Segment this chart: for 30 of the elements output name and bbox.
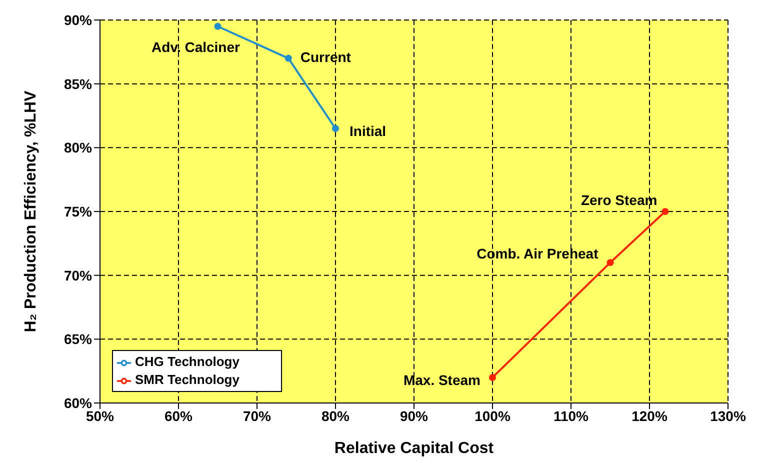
y-tick-label: 80% [64, 140, 93, 156]
y-axis-title: H₂ Production Efficiency, %LHV [22, 90, 40, 332]
x-tick-label: 120% [632, 408, 668, 424]
annotation: Initial [350, 123, 386, 140]
x-tick-label: 110% [553, 408, 590, 424]
x-axis-title: Relative Capital Cost [334, 440, 494, 457]
point [606, 259, 614, 266]
point [332, 125, 339, 132]
point [662, 208, 669, 215]
y-tick-label: 85% [64, 76, 93, 92]
y-tick-label: 65% [64, 331, 93, 348]
x-tick-label: 130% [710, 408, 746, 424]
x-tick-label: 60% [164, 408, 194, 424]
annotation: Adv. Calciner [152, 39, 241, 56]
annotation: Comb. Air Preheat [476, 245, 599, 262]
annotation: Current [300, 49, 352, 66]
annotation: Zero Steam [580, 192, 658, 208]
point [284, 54, 292, 62]
legend-label: CHG Technology [135, 354, 240, 369]
y-tick-label: 70% [64, 267, 93, 284]
point [489, 374, 496, 381]
x-tick-label: 100% [474, 408, 511, 424]
point [214, 22, 222, 30]
y-tick-label: 90% [64, 12, 93, 28]
annotation: Max. Steam [403, 372, 480, 388]
x-tick-label: 70% [242, 408, 272, 424]
y-tick-label: 75% [64, 203, 93, 220]
x-tick-label: 80% [321, 408, 350, 424]
x-tick-label: 90% [400, 408, 429, 424]
legend-label: SMR Technology [135, 372, 240, 387]
